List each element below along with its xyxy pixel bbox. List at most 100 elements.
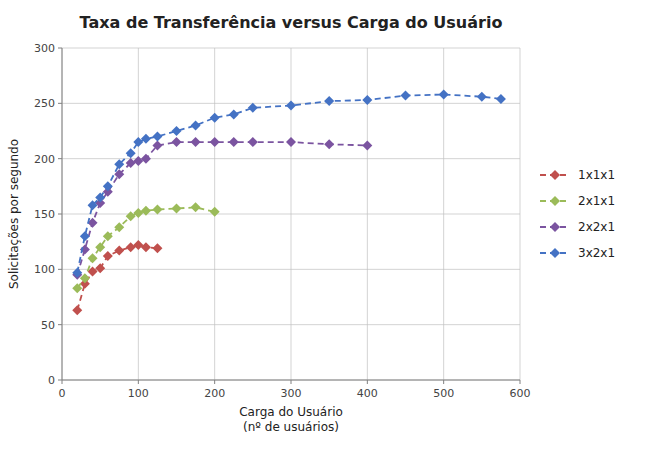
point (133, 156, 143, 166)
x-tick-label: 300 (281, 387, 302, 400)
y-grid-line (62, 269, 520, 270)
y-tick-label: 300 (34, 42, 55, 55)
series (72, 240, 162, 315)
point (114, 159, 124, 169)
y-tick (58, 48, 62, 49)
point (95, 242, 105, 252)
y-grid-line (62, 324, 520, 325)
chart: Taxa de Transferência versus Carga do Us… (0, 0, 645, 454)
legend-marker (550, 196, 560, 206)
point (152, 140, 162, 150)
point (72, 283, 82, 293)
point (172, 203, 182, 213)
x-tick (291, 380, 292, 384)
y-tick (58, 269, 62, 270)
x-grid-line (62, 48, 63, 380)
point (191, 137, 201, 147)
point (141, 242, 151, 252)
x-tick-label: 0 (59, 387, 66, 400)
x-tick-label: 600 (510, 387, 531, 400)
grid (62, 48, 520, 380)
y-tick-label: 0 (48, 374, 55, 387)
point (496, 94, 506, 104)
point (72, 268, 82, 278)
y-tick-label: 100 (34, 263, 55, 276)
y-tick (58, 324, 62, 325)
series (72, 89, 506, 277)
point (172, 137, 182, 147)
y-tick-label: 150 (34, 208, 55, 221)
point (133, 240, 143, 250)
y-tick (58, 214, 62, 215)
y-tick (58, 103, 62, 104)
x-tick (443, 380, 444, 384)
x-tick (138, 380, 139, 384)
point (210, 137, 220, 147)
x-tick-label: 200 (204, 387, 225, 400)
point (133, 208, 143, 218)
point (152, 132, 162, 142)
point (362, 140, 372, 150)
y-tick-label: 50 (41, 319, 55, 332)
series-line (77, 94, 501, 272)
legend: 1x1x1 2x1x1 2x2x1 3x2x1 (540, 168, 615, 260)
point (229, 109, 239, 119)
point (141, 134, 151, 144)
point (103, 251, 113, 261)
point (362, 95, 372, 105)
series-line (77, 142, 367, 275)
x-tick-label: 500 (433, 387, 454, 400)
y-axis-line (62, 48, 63, 380)
point (88, 200, 98, 210)
series-line (77, 245, 157, 310)
title: Taxa de Transferência versus Carga do Us… (80, 13, 503, 32)
point (114, 246, 124, 256)
point (229, 137, 239, 147)
y-tick (58, 158, 62, 159)
x-tick (62, 380, 63, 384)
legend-marker (550, 170, 560, 180)
point (191, 202, 201, 212)
x-axis-label-line: Carga do Usuário (239, 405, 343, 419)
legend-label: 3x2x1 (578, 246, 615, 260)
y-grid-line (62, 48, 520, 49)
legend-label: 2x2x1 (578, 220, 615, 234)
point (88, 253, 98, 263)
x-axis-line (62, 380, 520, 381)
point (401, 91, 411, 101)
x-axis-label-line: (nº de usuários) (243, 420, 339, 434)
legend-label: 2x1x1 (578, 194, 615, 208)
legend-marker (550, 248, 560, 258)
point (172, 126, 182, 136)
x-axis-label: Carga do Usuário(nº de usuários) (239, 405, 343, 434)
point (439, 89, 449, 99)
point (95, 192, 105, 202)
point (80, 231, 90, 241)
point (477, 92, 487, 102)
point (103, 181, 113, 191)
legend-label: 1x1x1 (578, 168, 615, 182)
point (191, 120, 201, 130)
series-line (77, 207, 214, 288)
point (152, 243, 162, 253)
y-grid-line (62, 380, 520, 381)
point (210, 207, 220, 217)
y-tick-label: 200 (34, 153, 55, 166)
point (248, 103, 258, 113)
x-tick-label: 400 (357, 387, 378, 400)
y-tick (58, 380, 62, 381)
point (126, 158, 136, 168)
point (210, 113, 220, 123)
x-tick-label: 100 (128, 387, 149, 400)
legend-marker (550, 222, 560, 232)
point (248, 137, 258, 147)
point (141, 154, 151, 164)
y-tick-label: 250 (34, 97, 55, 110)
point (103, 231, 113, 241)
point (152, 205, 162, 215)
point (286, 101, 296, 111)
point (324, 96, 334, 106)
point (72, 305, 82, 315)
y-axis-label: Solicitações por segundo (7, 139, 21, 289)
plot-area (72, 89, 506, 315)
